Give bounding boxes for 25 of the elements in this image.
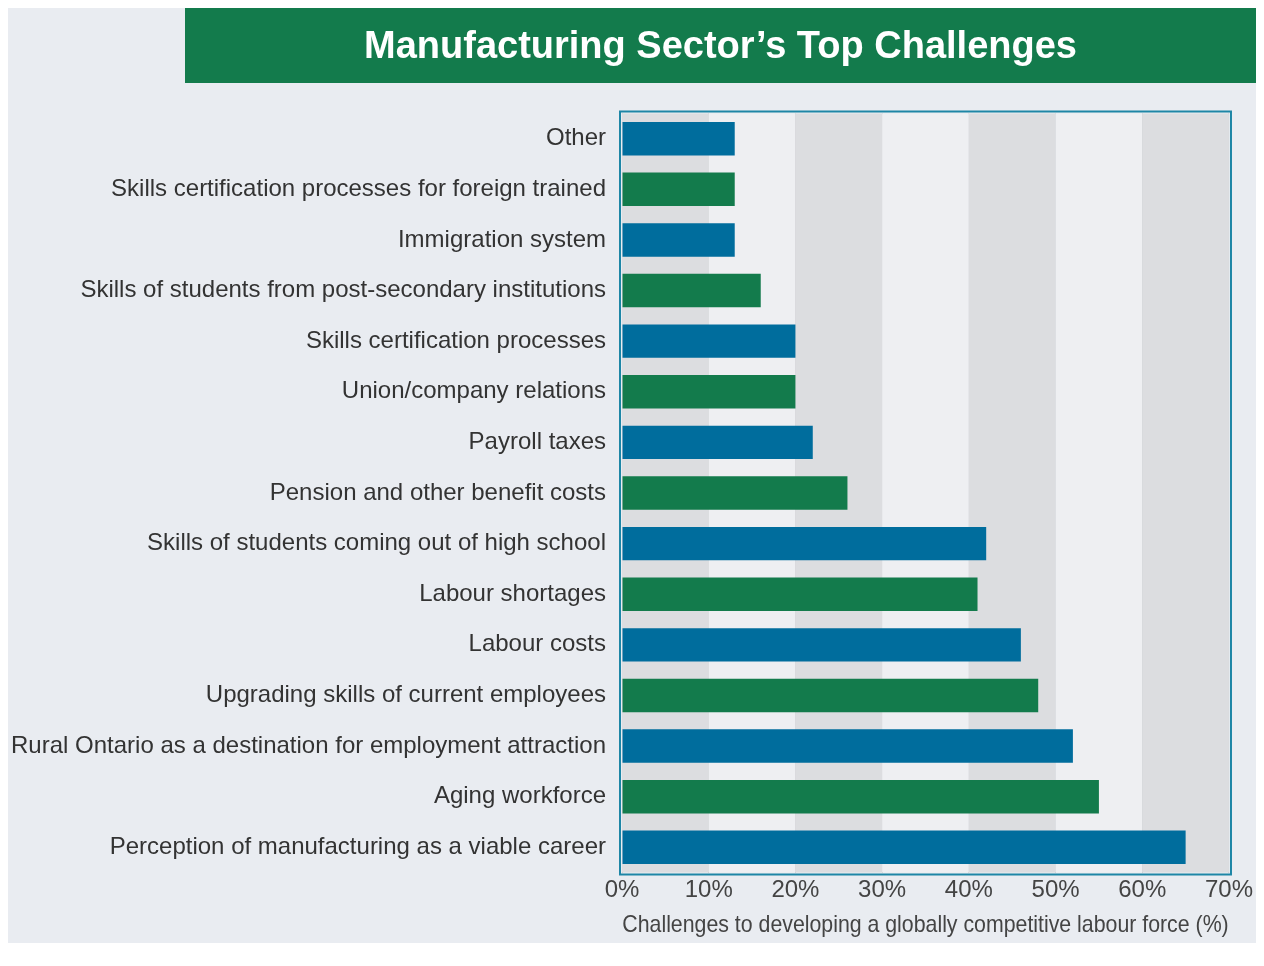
y-tick-label: Perception of manufacturing as a viable career — [109, 831, 606, 859]
x-tick-label: 60% — [1118, 874, 1167, 902]
x-tick-label: 30% — [858, 874, 907, 902]
chart-title: Manufacturing Sector’s Top Challenges — [185, 8, 1256, 83]
x-tick-label: 70% — [1204, 874, 1254, 902]
x-tick-label: 10% — [684, 874, 733, 902]
y-tick-label: Labour costs — [468, 629, 606, 657]
y-tick-label: Labour shortages — [419, 578, 606, 606]
y-tick-label: Skills of students coming out of high school — [147, 528, 606, 556]
x-tick-label: 20% — [771, 874, 820, 902]
x-tick-label: 40% — [944, 874, 993, 902]
x-tick-label: 50% — [1031, 874, 1080, 902]
x-tick-label: 0% — [604, 874, 640, 902]
y-tick-label: Skills certification processes — [305, 325, 606, 353]
y-tick-label: Immigration system — [397, 224, 606, 252]
y-tick-label: Rural Ontario as a destination for employment attraction — [11, 730, 606, 758]
y-tick-label: Skills certification processes for foreign trained — [111, 173, 606, 201]
x-axis-title: Challenges to developing a globally competitive labour force (%) — [622, 910, 1229, 937]
y-tick-label: Aging workforce — [433, 781, 606, 809]
y-tick-label: Payroll taxes — [468, 427, 606, 455]
y-tick-label: Other — [545, 123, 606, 151]
y-tick-label: Skills of students from post-secondary institutions — [80, 275, 606, 303]
y-tick-label: Upgrading skills of current employees — [205, 680, 606, 708]
y-tick-label: Union/company relations — [341, 376, 606, 404]
y-tick-label: Pension and other benefit costs — [269, 477, 606, 505]
